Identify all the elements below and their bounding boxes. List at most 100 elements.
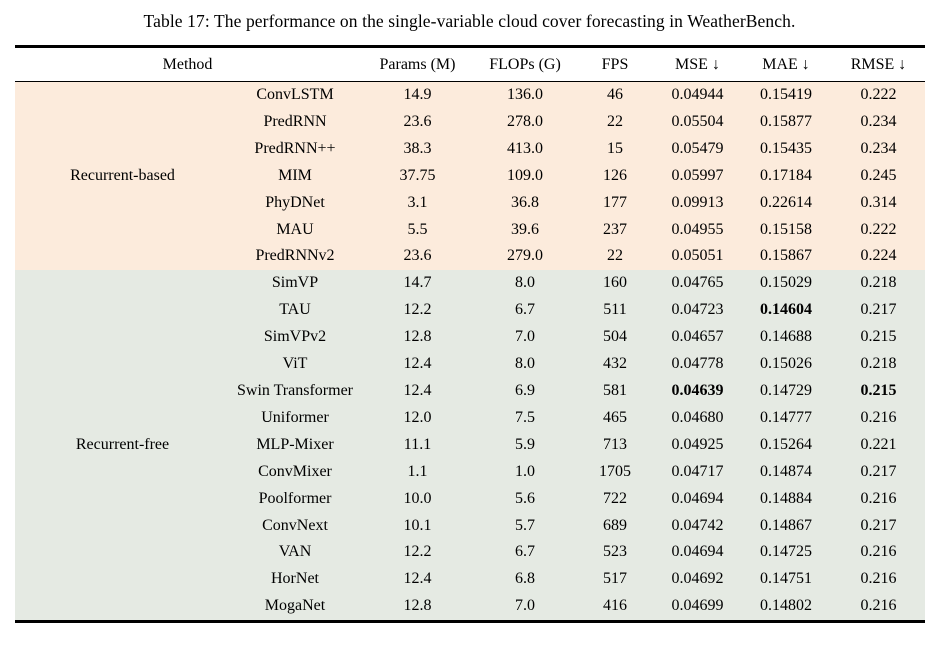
table-row: Recurrent-free SimVP 14.7 8.0 160 0.04765 0.15… xyxy=(15,270,925,453)
value-cell: 8.0 xyxy=(515,355,535,373)
group-label: Recurrent-free xyxy=(75,435,170,453)
value-cell: 0.14802 xyxy=(760,597,812,615)
value-cell: 6.8 xyxy=(515,570,535,588)
method-cell: PredRNN++ xyxy=(254,139,336,157)
group-label: Recurrent-based xyxy=(70,166,175,184)
value-cell: 11.1 xyxy=(403,435,432,453)
value-cell: 12.4 xyxy=(403,355,432,373)
value-cell: 3.1 xyxy=(407,193,428,211)
column-header-rmse: RMSE ↓ xyxy=(850,56,907,73)
value-cell: 278.0 xyxy=(507,112,543,130)
value-cell: 0.218 xyxy=(860,355,897,373)
value-cell: 37.75 xyxy=(399,166,436,184)
value-cell: 109.0 xyxy=(507,166,543,184)
value-cell: 5.7 xyxy=(515,516,535,534)
value-cell: 6.9 xyxy=(515,381,535,399)
method-cell: SimVP xyxy=(271,274,319,292)
value-cell: 0.15264 xyxy=(760,435,812,453)
value-cell: 0.224 xyxy=(860,247,897,265)
value-cell: 0.15435 xyxy=(760,139,812,157)
value-cell: 12.8 xyxy=(403,597,432,615)
value-cell: 0.216 xyxy=(860,408,897,426)
value-cell: 0.04925 xyxy=(671,435,724,453)
table-header: Method Params (M) FLOPs (G) FPS MSE ↓ MA… xyxy=(15,46,925,82)
value-cell: 0.14604 xyxy=(760,301,812,319)
value-cell: 722 xyxy=(603,489,627,507)
value-cell: 1705 xyxy=(599,462,631,480)
value-cell: 12.2 xyxy=(403,543,432,561)
value-cell: 12.0 xyxy=(403,408,432,426)
value-cell: 0.17184 xyxy=(760,166,812,184)
value-cell: 0.217 xyxy=(860,516,897,534)
value-cell: 15 xyxy=(607,139,623,157)
value-cell: 0.04723 xyxy=(671,301,724,319)
value-cell: 6.7 xyxy=(515,301,535,319)
value-cell: 14.7 xyxy=(403,274,432,292)
value-cell: 136.0 xyxy=(507,86,543,103)
value-cell: 237 xyxy=(603,220,627,238)
value-cell: 5.5 xyxy=(407,220,428,238)
value-cell: 0.245 xyxy=(860,166,897,184)
method-cell: PredRNN xyxy=(263,112,327,130)
value-cell: 0.215 xyxy=(860,328,897,346)
value-cell: 10.1 xyxy=(403,516,432,534)
method-cell: PhyDNet xyxy=(265,193,325,211)
method-cell: TAU xyxy=(279,301,311,319)
value-cell: 0.04699 xyxy=(671,597,724,615)
value-cell: 0.14725 xyxy=(760,543,812,561)
results-table: Method Params (M) FLOPs (G) FPS MSE ↓ MA… xyxy=(15,45,925,623)
value-cell: 689 xyxy=(603,516,627,534)
value-cell: 0.04692 xyxy=(671,570,724,588)
value-cell: 0.04657 xyxy=(671,328,724,346)
value-cell: 38.3 xyxy=(403,139,432,157)
column-header-flops: FLOPs (G) xyxy=(489,56,561,73)
method-cell: VAN xyxy=(278,543,312,561)
value-cell: 1.0 xyxy=(515,462,535,480)
column-header-mae: MAE ↓ xyxy=(762,56,810,73)
value-cell: 0.04778 xyxy=(671,355,724,373)
value-cell: 22 xyxy=(607,247,623,265)
value-cell: 0.234 xyxy=(860,112,897,130)
value-cell: 0.15419 xyxy=(760,86,812,103)
value-cell: 504 xyxy=(603,328,627,346)
value-cell: 0.15877 xyxy=(760,112,812,130)
method-cell: ConvMixer xyxy=(258,462,332,480)
value-cell: 0.216 xyxy=(860,489,897,507)
value-cell: 0.216 xyxy=(860,570,897,588)
value-cell: 0.15026 xyxy=(760,355,812,373)
value-cell: 279.0 xyxy=(507,247,543,265)
value-cell: 713 xyxy=(603,435,627,453)
value-cell: 7.0 xyxy=(515,597,535,615)
value-cell: 0.14729 xyxy=(760,381,812,399)
method-cell: ConvNext xyxy=(262,516,328,534)
value-cell: 581 xyxy=(603,381,627,399)
value-cell: 8.0 xyxy=(515,274,535,292)
column-header-fps: FPS xyxy=(601,56,629,73)
value-cell: 0.04639 xyxy=(671,381,724,399)
value-cell: 0.04944 xyxy=(671,86,724,103)
value-cell: 0.04742 xyxy=(671,516,724,534)
value-cell: 0.05051 xyxy=(671,247,724,265)
value-cell: 0.216 xyxy=(860,597,897,615)
value-cell: 0.14884 xyxy=(760,489,812,507)
value-cell: 416 xyxy=(603,597,627,615)
column-header-mse: MSE ↓ xyxy=(675,56,720,73)
value-cell: 6.7 xyxy=(515,543,535,561)
value-cell: 46 xyxy=(607,86,623,103)
value-cell: 0.14688 xyxy=(760,328,812,346)
method-cell: Poolformer xyxy=(258,489,332,507)
value-cell: 0.221 xyxy=(860,435,897,453)
method-cell: ViT xyxy=(282,355,308,373)
value-cell: 23.6 xyxy=(403,112,432,130)
value-cell: 7.0 xyxy=(515,328,535,346)
header-row: Method Params (M) FLOPs (G) FPS MSE ↓ MA… xyxy=(15,46,925,82)
value-cell: 5.9 xyxy=(515,435,535,453)
value-cell: 523 xyxy=(603,543,627,561)
value-cell: 0.14751 xyxy=(760,570,812,588)
value-cell: 0.217 xyxy=(860,301,897,319)
value-cell: 7.5 xyxy=(515,408,535,426)
method-cell: SimVPv2 xyxy=(263,328,327,346)
value-cell: 0.218 xyxy=(860,274,897,292)
value-cell: 0.215 xyxy=(860,381,897,399)
method-cell: MAU xyxy=(276,220,314,238)
